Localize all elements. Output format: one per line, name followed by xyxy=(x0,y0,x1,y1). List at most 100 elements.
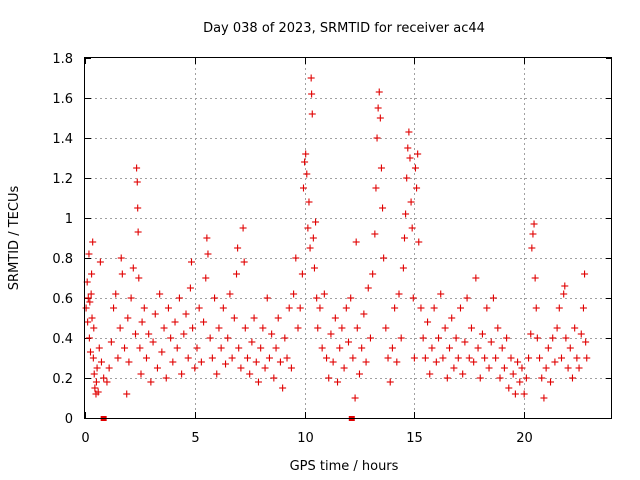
data-point xyxy=(446,344,454,352)
data-point xyxy=(308,90,316,98)
data-point xyxy=(246,370,254,378)
data-point xyxy=(498,344,506,352)
data-point xyxy=(560,290,568,298)
data-point xyxy=(527,330,535,338)
data-point xyxy=(520,390,528,398)
data-point xyxy=(404,144,412,152)
data-point xyxy=(544,344,552,352)
data-point xyxy=(235,344,243,352)
data-point xyxy=(134,228,142,236)
y-tick-label: 1.8 xyxy=(52,52,73,67)
x-tick-label: 10 xyxy=(297,431,314,446)
data-point xyxy=(349,354,357,362)
data-point xyxy=(408,224,416,232)
data-point xyxy=(561,282,569,290)
data-point xyxy=(318,344,326,352)
grid-lines xyxy=(85,58,612,418)
data-point xyxy=(340,364,348,372)
data-point xyxy=(85,334,93,342)
data-point xyxy=(248,338,256,346)
data-point xyxy=(549,334,557,342)
data-point xyxy=(85,250,93,258)
data-point xyxy=(173,344,181,352)
data-point xyxy=(206,334,214,342)
data-point xyxy=(393,358,401,366)
data-points xyxy=(82,74,591,421)
data-point xyxy=(478,330,486,338)
data-point xyxy=(135,274,143,282)
data-point xyxy=(571,324,579,332)
data-point xyxy=(296,304,304,312)
data-point xyxy=(410,354,418,362)
data-point xyxy=(241,324,249,332)
data-point xyxy=(355,370,363,378)
data-point xyxy=(124,314,132,322)
data-point xyxy=(202,274,210,282)
data-point xyxy=(391,304,399,312)
data-point xyxy=(358,344,366,352)
data-point xyxy=(547,378,555,386)
data-point xyxy=(97,358,105,366)
data-point xyxy=(230,314,238,322)
data-point xyxy=(577,330,585,338)
data-point xyxy=(371,230,379,238)
data-point xyxy=(573,354,581,362)
data-point xyxy=(575,364,583,372)
data-point xyxy=(180,330,188,338)
data-point xyxy=(329,358,337,366)
data-point xyxy=(95,344,103,352)
data-point xyxy=(92,378,100,386)
data-point xyxy=(129,264,137,272)
data-point xyxy=(215,324,223,332)
data-point xyxy=(496,374,504,382)
data-point xyxy=(211,294,219,302)
data-point xyxy=(90,370,98,378)
data-point xyxy=(424,318,432,326)
data-point xyxy=(372,184,380,192)
data-point xyxy=(568,374,576,382)
data-point xyxy=(234,244,242,252)
data-point xyxy=(487,338,495,346)
data-point xyxy=(342,304,350,312)
data-point xyxy=(310,264,318,272)
data-point xyxy=(581,270,589,278)
data-point xyxy=(281,334,289,342)
data-point xyxy=(450,364,458,372)
data-point xyxy=(272,344,280,352)
data-point xyxy=(470,358,478,366)
data-point xyxy=(509,370,517,378)
data-point xyxy=(125,358,133,366)
data-point xyxy=(331,314,339,322)
data-point xyxy=(564,364,572,372)
data-point xyxy=(443,374,451,382)
data-point xyxy=(287,364,295,372)
data-point xyxy=(500,364,508,372)
data-point xyxy=(474,344,482,352)
data-point xyxy=(195,304,203,312)
data-point xyxy=(426,370,434,378)
data-point xyxy=(531,274,539,282)
data-point xyxy=(151,310,159,318)
data-point xyxy=(540,394,548,402)
data-point xyxy=(489,294,497,302)
data-point xyxy=(178,370,186,378)
data-point xyxy=(448,314,456,322)
data-point xyxy=(314,324,322,332)
data-point xyxy=(90,324,98,332)
data-point xyxy=(530,220,538,228)
data-point xyxy=(88,270,96,278)
data-point xyxy=(483,304,491,312)
data-point xyxy=(153,364,161,372)
data-point xyxy=(503,334,511,342)
data-point xyxy=(397,334,405,342)
data-point xyxy=(164,304,172,312)
data-point xyxy=(309,234,317,242)
y-tick-label: 0.2 xyxy=(52,372,73,387)
data-point xyxy=(86,348,94,356)
data-point xyxy=(583,354,591,362)
data-point xyxy=(233,270,241,278)
data-point xyxy=(182,310,190,318)
data-point xyxy=(406,154,414,162)
data-point xyxy=(138,318,146,326)
data-point xyxy=(419,334,427,342)
